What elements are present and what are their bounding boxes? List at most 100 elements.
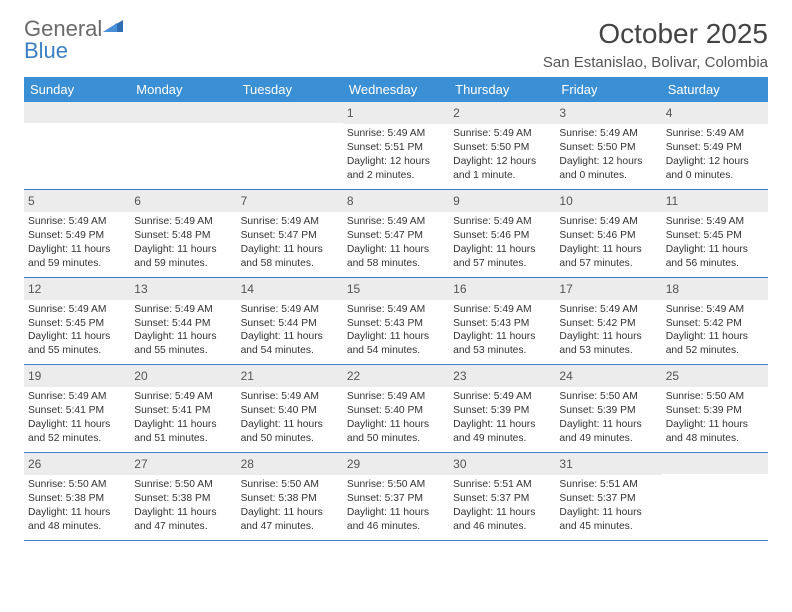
day-detail-line: Daylight: 11 hours and 58 minutes.: [347, 243, 445, 271]
week-row: 5Sunrise: 5:49 AMSunset: 5:49 PMDaylight…: [24, 190, 768, 278]
weekday-header-cell: Monday: [130, 77, 236, 102]
calendar-page: General Blue October 2025 San Estanislao…: [0, 0, 792, 559]
day-cell: 3Sunrise: 5:49 AMSunset: 5:50 PMDaylight…: [555, 102, 661, 189]
day-cell: 9Sunrise: 5:49 AMSunset: 5:46 PMDaylight…: [449, 190, 555, 277]
logo-text-block: General Blue: [24, 18, 123, 62]
day-number: 5: [24, 190, 130, 212]
day-detail-line: Daylight: 11 hours and 46 minutes.: [453, 506, 551, 534]
day-cell: 14Sunrise: 5:49 AMSunset: 5:44 PMDayligh…: [237, 278, 343, 365]
day-detail-line: Daylight: 11 hours and 47 minutes.: [134, 506, 232, 534]
day-cell: 20Sunrise: 5:49 AMSunset: 5:41 PMDayligh…: [130, 365, 236, 452]
day-detail-line: Sunrise: 5:49 AM: [453, 127, 551, 141]
weekday-header-cell: Wednesday: [343, 77, 449, 102]
day-number: 29: [343, 453, 449, 475]
title-block: October 2025 San Estanislao, Bolivar, Co…: [543, 18, 768, 71]
day-detail-line: Sunset: 5:48 PM: [134, 229, 232, 243]
day-detail-line: Sunset: 5:38 PM: [28, 492, 126, 506]
day-cell: 7Sunrise: 5:49 AMSunset: 5:47 PMDaylight…: [237, 190, 343, 277]
day-number: 19: [24, 365, 130, 387]
day-detail-line: Daylight: 12 hours and 1 minute.: [453, 155, 551, 183]
day-number: 1: [343, 102, 449, 124]
day-detail-line: Sunset: 5:46 PM: [559, 229, 657, 243]
day-cell: 29Sunrise: 5:50 AMSunset: 5:37 PMDayligh…: [343, 453, 449, 540]
calendar-grid: SundayMondayTuesdayWednesdayThursdayFrid…: [24, 77, 768, 541]
day-detail-line: Sunset: 5:44 PM: [241, 317, 339, 331]
day-detail-line: Sunrise: 5:50 AM: [241, 478, 339, 492]
day-number: 22: [343, 365, 449, 387]
day-cell: 10Sunrise: 5:49 AMSunset: 5:46 PMDayligh…: [555, 190, 661, 277]
logo: General Blue: [24, 18, 123, 62]
day-detail-line: Sunset: 5:40 PM: [241, 404, 339, 418]
day-number: [237, 102, 343, 123]
day-cell: 25Sunrise: 5:50 AMSunset: 5:39 PMDayligh…: [662, 365, 768, 452]
day-number: 14: [237, 278, 343, 300]
day-detail-line: Daylight: 11 hours and 48 minutes.: [666, 418, 764, 446]
day-detail-line: Sunset: 5:37 PM: [453, 492, 551, 506]
day-detail-line: Sunrise: 5:49 AM: [347, 215, 445, 229]
day-detail-line: Daylight: 11 hours and 53 minutes.: [559, 330, 657, 358]
day-detail-line: Sunrise: 5:49 AM: [241, 215, 339, 229]
week-row: 19Sunrise: 5:49 AMSunset: 5:41 PMDayligh…: [24, 365, 768, 453]
day-detail-line: Daylight: 11 hours and 55 minutes.: [28, 330, 126, 358]
day-number: 12: [24, 278, 130, 300]
day-cell: 1Sunrise: 5:49 AMSunset: 5:51 PMDaylight…: [343, 102, 449, 189]
day-cell: 26Sunrise: 5:50 AMSunset: 5:38 PMDayligh…: [24, 453, 130, 540]
day-detail-line: Sunrise: 5:50 AM: [559, 390, 657, 404]
day-detail-line: Sunset: 5:43 PM: [347, 317, 445, 331]
day-detail-line: Sunrise: 5:49 AM: [453, 303, 551, 317]
day-number: 16: [449, 278, 555, 300]
week-row: 26Sunrise: 5:50 AMSunset: 5:38 PMDayligh…: [24, 453, 768, 541]
day-number: 28: [237, 453, 343, 475]
day-detail-line: Sunrise: 5:49 AM: [559, 303, 657, 317]
day-number: 13: [130, 278, 236, 300]
day-detail-line: Sunrise: 5:49 AM: [666, 303, 764, 317]
day-detail-line: Sunrise: 5:49 AM: [347, 303, 445, 317]
day-number: 21: [237, 365, 343, 387]
logo-part2: Blue: [24, 38, 68, 63]
day-detail-line: Daylight: 11 hours and 47 minutes.: [241, 506, 339, 534]
day-cell: 12Sunrise: 5:49 AMSunset: 5:45 PMDayligh…: [24, 278, 130, 365]
day-detail-line: Sunrise: 5:51 AM: [453, 478, 551, 492]
day-number: 15: [343, 278, 449, 300]
day-detail-line: Sunset: 5:40 PM: [347, 404, 445, 418]
day-number: [130, 102, 236, 123]
day-cell: [24, 102, 130, 189]
day-detail-line: Sunrise: 5:50 AM: [666, 390, 764, 404]
day-detail-line: Daylight: 11 hours and 49 minutes.: [559, 418, 657, 446]
day-cell: 21Sunrise: 5:49 AMSunset: 5:40 PMDayligh…: [237, 365, 343, 452]
day-detail-line: Sunrise: 5:49 AM: [134, 303, 232, 317]
day-detail-line: Sunset: 5:38 PM: [134, 492, 232, 506]
day-number: 30: [449, 453, 555, 475]
weeks-container: 1Sunrise: 5:49 AMSunset: 5:51 PMDaylight…: [24, 102, 768, 541]
day-number: 25: [662, 365, 768, 387]
day-detail-line: Daylight: 11 hours and 53 minutes.: [453, 330, 551, 358]
day-number: 2: [449, 102, 555, 124]
day-cell: 8Sunrise: 5:49 AMSunset: 5:47 PMDaylight…: [343, 190, 449, 277]
day-detail-line: Sunset: 5:50 PM: [559, 141, 657, 155]
day-detail-line: Sunrise: 5:49 AM: [134, 215, 232, 229]
day-number: 6: [130, 190, 236, 212]
day-detail-line: Sunrise: 5:49 AM: [28, 215, 126, 229]
day-number: 27: [130, 453, 236, 475]
day-detail-line: Daylight: 11 hours and 57 minutes.: [559, 243, 657, 271]
day-detail-line: Daylight: 11 hours and 49 minutes.: [453, 418, 551, 446]
day-cell: 28Sunrise: 5:50 AMSunset: 5:38 PMDayligh…: [237, 453, 343, 540]
weekday-header-row: SundayMondayTuesdayWednesdayThursdayFrid…: [24, 77, 768, 102]
day-cell: 27Sunrise: 5:50 AMSunset: 5:38 PMDayligh…: [130, 453, 236, 540]
day-cell: 5Sunrise: 5:49 AMSunset: 5:49 PMDaylight…: [24, 190, 130, 277]
day-number: 8: [343, 190, 449, 212]
day-cell: 19Sunrise: 5:49 AMSunset: 5:41 PMDayligh…: [24, 365, 130, 452]
day-detail-line: Sunset: 5:51 PM: [347, 141, 445, 155]
day-detail-line: Sunrise: 5:49 AM: [347, 127, 445, 141]
day-detail-line: Sunset: 5:42 PM: [666, 317, 764, 331]
day-detail-line: Daylight: 11 hours and 46 minutes.: [347, 506, 445, 534]
day-cell: 4Sunrise: 5:49 AMSunset: 5:49 PMDaylight…: [662, 102, 768, 189]
day-number: 4: [662, 102, 768, 124]
day-detail-line: Sunset: 5:43 PM: [453, 317, 551, 331]
day-cell: 23Sunrise: 5:49 AMSunset: 5:39 PMDayligh…: [449, 365, 555, 452]
day-detail-line: Daylight: 11 hours and 50 minutes.: [347, 418, 445, 446]
day-cell: 6Sunrise: 5:49 AMSunset: 5:48 PMDaylight…: [130, 190, 236, 277]
day-cell: 24Sunrise: 5:50 AMSunset: 5:39 PMDayligh…: [555, 365, 661, 452]
day-detail-line: Sunset: 5:49 PM: [666, 141, 764, 155]
day-detail-line: Daylight: 11 hours and 54 minutes.: [347, 330, 445, 358]
